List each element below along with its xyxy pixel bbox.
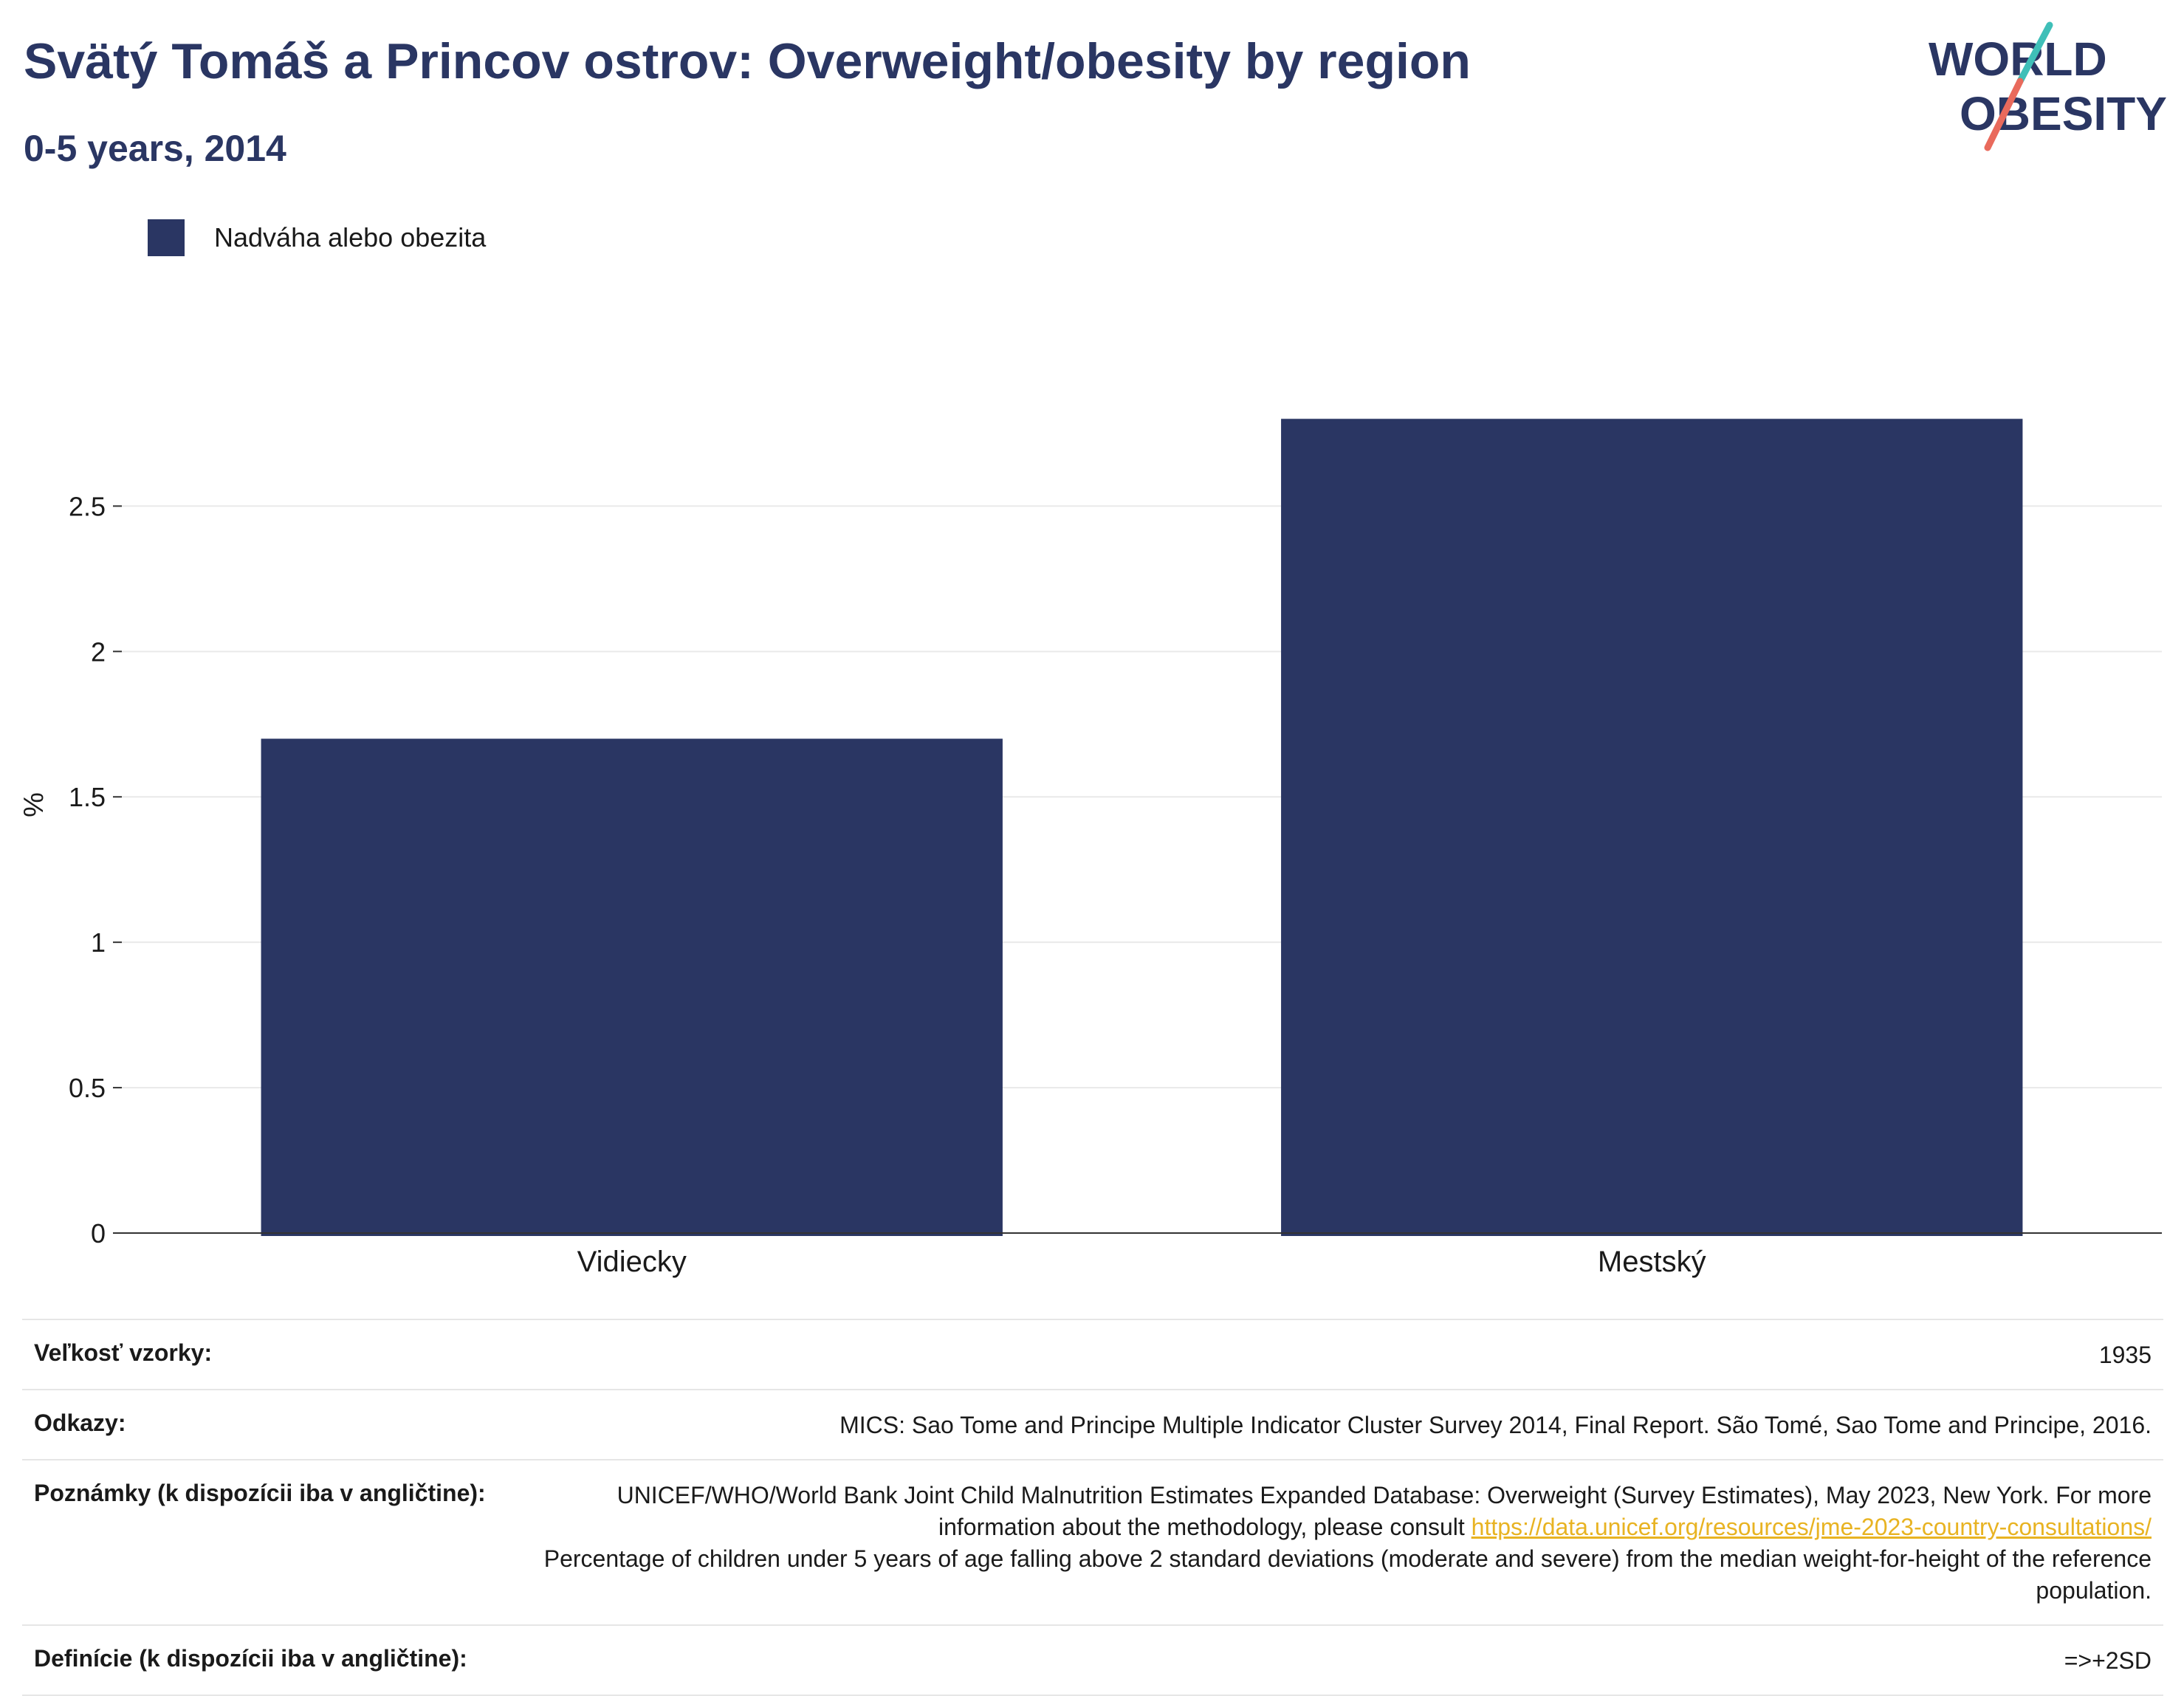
definitions-row: Definície (k dispozícii iba v angličtine… — [22, 1624, 2163, 1696]
chart-title: Svätý Tomáš a Princov ostrov: Overweight… — [24, 33, 1471, 89]
chart-subtitle: 0-5 years, 2014 — [24, 128, 286, 169]
bars — [261, 419, 2023, 1236]
notes-text: UNICEF/WHO/World Bank Joint Child Malnut… — [617, 1482, 2152, 1540]
notes-definition-text: Percentage of children under 5 years of … — [543, 1545, 2152, 1604]
legend-label: Nadváha alebo obezita — [214, 222, 487, 253]
notes-row: Poznámky (k dispozícii iba v angličtine)… — [22, 1459, 2163, 1624]
x-axis-ticks: Vidiecky Mestský — [577, 1246, 1706, 1278]
y-tick-label: 2 — [91, 636, 106, 667]
notes-label: Poznámky (k dispozícii iba v angličtine)… — [34, 1480, 486, 1506]
y-tick-label: 2.5 — [69, 491, 106, 521]
y-tick-label: 1.5 — [69, 782, 106, 812]
references-value: MICS: Sao Tome and Principe Multiple Ind… — [839, 1412, 2152, 1438]
logo-slash-top — [2016, 21, 2053, 85]
bar-chart: 0 0.5 1 1.5 2 2.5 Vidiecky Mestský % — [18, 419, 2162, 1278]
legend-swatch — [148, 219, 185, 256]
sample-size-row: Veľkosť vzorky: 1935 — [22, 1319, 2163, 1389]
definitions-value: =>+2SD — [2064, 1647, 2152, 1674]
y-tick-label: 1 — [91, 927, 106, 958]
definitions-label: Definície (k dispozícii iba v angličtine… — [34, 1645, 467, 1672]
bar-1[interactable] — [261, 738, 1003, 1236]
references-label: Odkazy: — [34, 1410, 126, 1436]
x-tick-label: Mestský — [1598, 1246, 1706, 1278]
logo-slash-bottom — [1984, 78, 2024, 151]
metadata-table: Veľkosť vzorky: 1935 Odkazy: MICS: Sao T… — [22, 1319, 2163, 1696]
sample-size-value: 1935 — [2098, 1342, 2152, 1368]
y-tick-label: 0.5 — [69, 1073, 106, 1103]
notes-value: UNICEF/WHO/World Bank Joint Child Malnut… — [530, 1480, 2152, 1607]
logo-word-world: WORLD — [1929, 32, 2107, 86]
notes-link[interactable]: https://data.unicef.org/resources/jme-20… — [1471, 1514, 2152, 1540]
references-row: Odkazy: MICS: Sao Tome and Principe Mult… — [22, 1389, 2163, 1459]
x-tick-label: Vidiecky — [577, 1246, 687, 1278]
world-obesity-logo: WORLD OBESITY — [1929, 21, 2167, 151]
sample-size-label: Veľkosť vzorky: — [34, 1339, 213, 1366]
y-tick-label: 0 — [91, 1218, 106, 1249]
y-axis-ticks: 0 0.5 1 1.5 2 2.5 — [69, 491, 122, 1249]
y-axis-label: % — [18, 792, 49, 817]
chart-legend: Nadváha alebo obezita — [148, 219, 486, 257]
bar-2[interactable] — [1281, 419, 2023, 1236]
